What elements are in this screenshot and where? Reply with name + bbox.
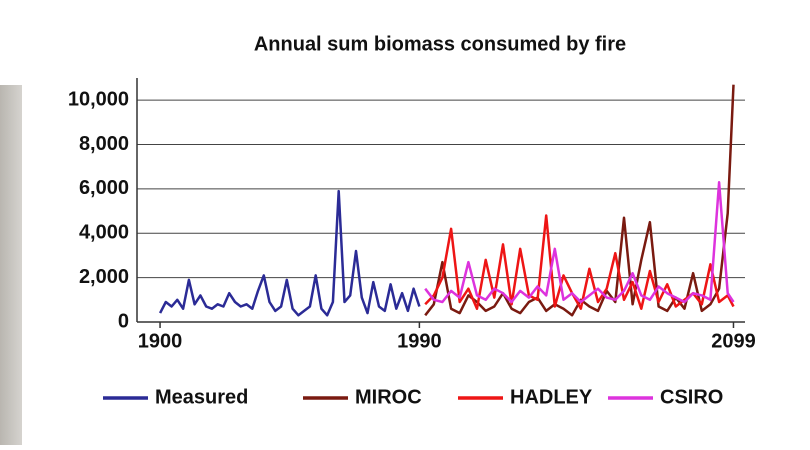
legend-label: Measured xyxy=(155,386,248,408)
y-tick-label: 6,000 xyxy=(79,177,129,199)
x-tick-label: 2099 xyxy=(711,330,756,352)
legend-label: CSIRO xyxy=(660,386,723,408)
legend-label: HADLEY xyxy=(510,386,593,408)
panel xyxy=(22,0,810,445)
legend-label: MIROC xyxy=(355,386,422,408)
x-tick-label: 1990 xyxy=(397,330,442,352)
x-tick-label: 1900 xyxy=(138,330,183,352)
y-tick-label: 10,000 xyxy=(68,88,129,110)
series-line xyxy=(158,189,421,317)
series-line xyxy=(424,214,735,310)
y-tick-label: 0 xyxy=(118,310,129,332)
backdrop xyxy=(0,85,24,445)
y-tick-label: 8,000 xyxy=(79,133,129,155)
chart-title: Annual sum biomass consumed by fire xyxy=(254,33,626,55)
y-tick-label: 4,000 xyxy=(79,222,129,244)
y-tick-label: 2,000 xyxy=(79,266,129,288)
series-line xyxy=(424,181,735,304)
